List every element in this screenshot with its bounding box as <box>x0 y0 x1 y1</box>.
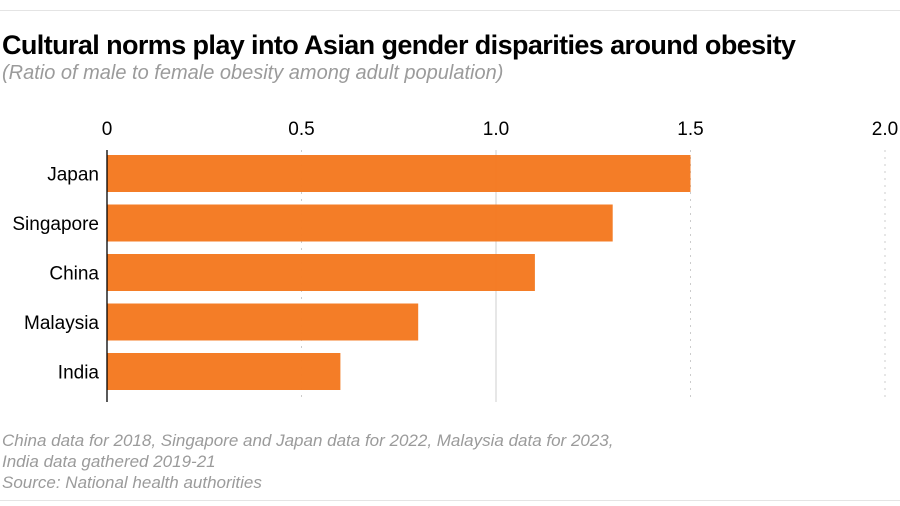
x-tick-label: 1.5 <box>677 119 703 140</box>
chart-title: Cultural norms play into Asian gender di… <box>2 30 796 60</box>
bar-malaysia <box>107 303 419 341</box>
x-tick-label: 0.5 <box>288 119 314 140</box>
category-label: Malaysia <box>24 313 99 334</box>
top-rule <box>0 10 900 11</box>
bar-china <box>107 254 535 291</box>
category-label: Singapore <box>12 214 99 235</box>
source-line: Source: National health authorities <box>2 473 262 492</box>
category-label: India <box>58 363 100 384</box>
bottom-rule <box>0 500 900 501</box>
footnote-line: China data for 2018, Singapore and Japan… <box>2 431 614 450</box>
category-label: China <box>49 264 99 285</box>
bar-singapore <box>107 204 613 242</box>
bar-chart: 0 0.5 1.0 1.5 2.0 Japan Singapore China Malaysia… <box>12 119 898 402</box>
footnote-line: India data gathered 2019-21 <box>2 452 216 471</box>
x-tick-label: 1.0 <box>483 119 509 140</box>
x-tick-label: 0 <box>102 119 113 140</box>
chart-subtitle: (Ratio of male to female obesity among a… <box>2 62 504 84</box>
footnotes: China data for 2018, Singapore and Japan… <box>2 430 614 493</box>
category-label: Japan <box>47 165 99 186</box>
bar-japan <box>107 155 691 192</box>
bar-india <box>107 353 341 390</box>
x-tick-label: 2.0 <box>872 119 898 140</box>
